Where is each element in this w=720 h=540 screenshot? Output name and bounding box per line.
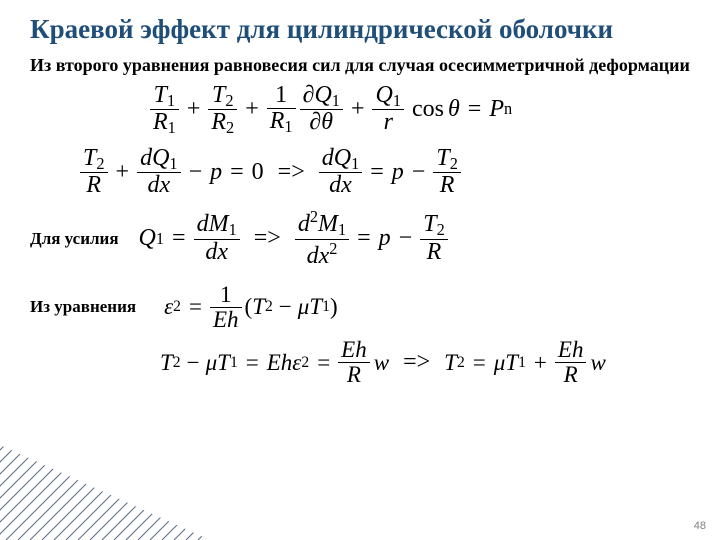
intro-text: Из второго уравнения равновесия сил для … xyxy=(30,55,690,77)
slide: Краевой эффект для цилиндрической оболоч… xyxy=(0,0,720,540)
equation-5: T2 − μT1 = Ehε2 = Eh R w => T2 = μT1 + E… xyxy=(160,338,690,387)
page-number: 48 xyxy=(694,520,706,532)
equation-1: T1 R1 + T2 R2 + 1 R1 ∂Q1 ∂θ + Q1 r cos θ xyxy=(150,83,690,136)
equation-3: Для усилия Q1 = dM1 dx => d2M1 dx2 = p −… xyxy=(30,208,690,268)
slide-title: Краевой эффект для цилиндрической оболоч… xyxy=(30,14,690,45)
equation-4: Из уравнения ε2 = 1 Eh ( T2 − μT1 ) xyxy=(30,283,690,332)
corner-hatch-decor xyxy=(0,445,210,540)
implies-arrow: => xyxy=(264,159,319,186)
implies-arrow: => xyxy=(389,349,444,376)
label-force: Для усилия xyxy=(30,229,139,249)
label-from-eq: Из уравнения xyxy=(30,297,164,317)
implies-arrow: => xyxy=(240,225,295,252)
equation-2: T2 R + dQ1 dx − p = 0 => dQ1 dx = p − T2… xyxy=(80,146,690,198)
